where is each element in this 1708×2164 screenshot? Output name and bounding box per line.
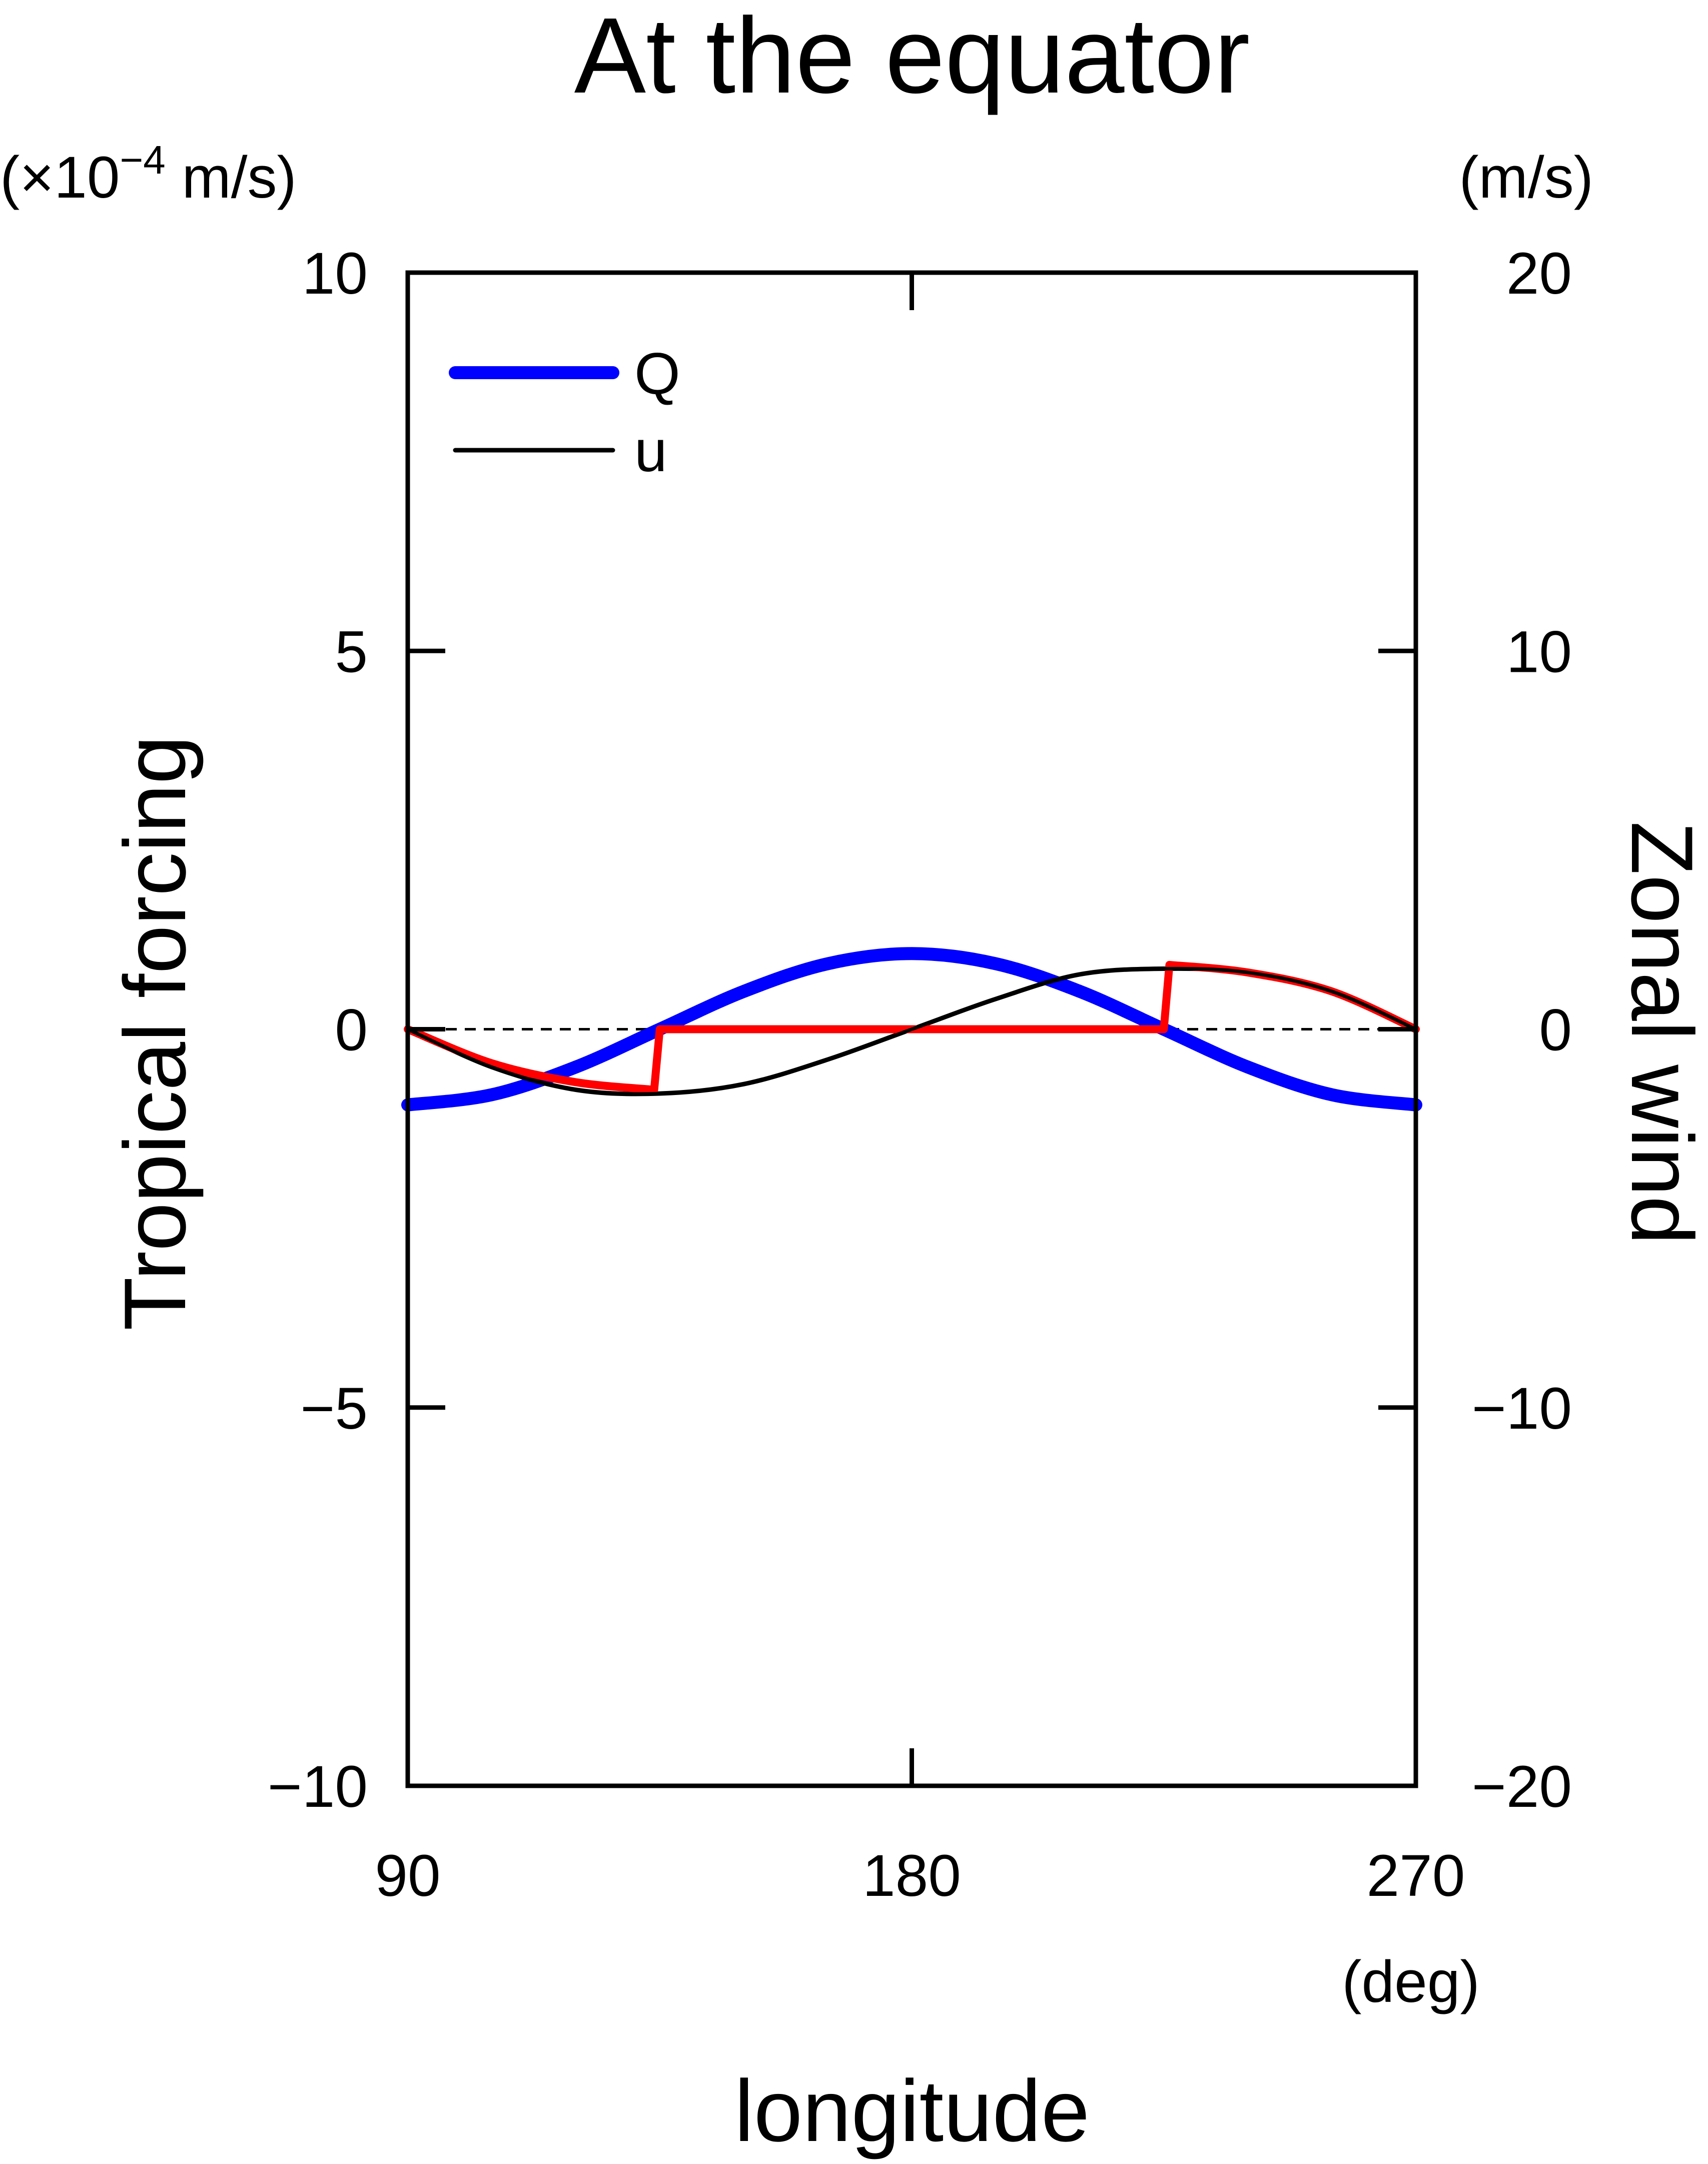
- plot-layer: −10 −5 0 5 10 −20 −10 0 10 20 90 180 270 Qu: [268, 241, 1572, 1909]
- right-tick-label-0: −20: [1472, 1754, 1572, 1820]
- right-tick-label-3: 10: [1506, 619, 1572, 685]
- left-axis-unit-exponent: −4: [120, 138, 165, 182]
- left-tick-label-1: −5: [300, 1376, 368, 1442]
- x-axis-title: longitude: [734, 2062, 1090, 2160]
- x-axis-unit: (deg): [1342, 1949, 1479, 2015]
- right-axis-unit: (m/s): [1459, 145, 1593, 211]
- right-axis-title: Zonal wind: [1613, 821, 1708, 1245]
- left-tick-label-2: 0: [335, 997, 368, 1063]
- x-tick-label-2: 270: [1367, 1843, 1465, 1909]
- x-tick-label-1: 180: [863, 1843, 961, 1909]
- left-axis-unit-prefix: (×10: [0, 145, 120, 211]
- legend-label-u: u: [634, 418, 667, 484]
- left-tick-label-4: 10: [302, 241, 368, 307]
- right-tick-label-2: 0: [1539, 997, 1572, 1063]
- left-tick-label-3: 5: [335, 619, 368, 685]
- left-axis-unit: (×10−4 m/s): [0, 138, 297, 211]
- legend-label-q: Q: [634, 341, 680, 407]
- right-tick-label-4: 20: [1506, 241, 1572, 307]
- series-line-u-overlay: [407, 966, 1417, 1096]
- series-line-q: [401, 947, 1422, 1112]
- left-axis-unit-suffix: m/s): [166, 145, 297, 211]
- chart-title: At the equator: [574, 0, 1250, 116]
- right-tick-label-1: −10: [1472, 1376, 1572, 1442]
- x-tick-label-0: 90: [375, 1843, 440, 1909]
- left-tick-label-0: −10: [268, 1754, 368, 1820]
- left-axis-title: Tropical forcing: [107, 735, 204, 1331]
